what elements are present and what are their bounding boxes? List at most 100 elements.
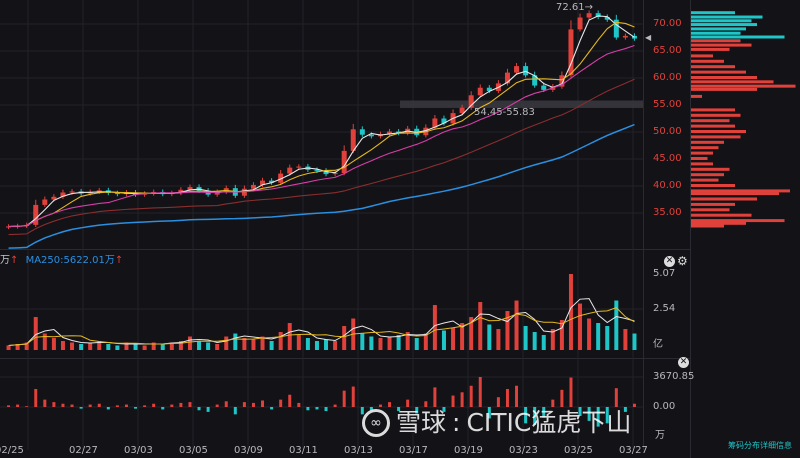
indicator-bar	[197, 407, 201, 411]
indicator-bar	[324, 407, 328, 412]
candle	[523, 66, 529, 76]
indicator-bar	[315, 407, 319, 410]
chip-bar	[691, 94, 702, 98]
close-icon[interactable]: ✕	[664, 256, 675, 267]
volume-bar	[60, 341, 65, 350]
indicator-bar	[124, 404, 128, 407]
candle	[595, 13, 601, 17]
gear-icon[interactable]: ⚙	[677, 254, 688, 268]
chip-bar	[691, 213, 752, 217]
candle	[269, 180, 275, 183]
candle	[296, 166, 302, 168]
volume-bar	[287, 323, 292, 350]
moving-average-line	[8, 21, 635, 228]
volume-bar	[97, 341, 102, 350]
volume-bar	[541, 335, 546, 350]
date-tick: 03/13	[344, 445, 373, 456]
chip-bar	[691, 173, 724, 177]
volume-bar	[550, 329, 555, 350]
indicator-bar	[270, 407, 274, 410]
candle	[486, 87, 492, 91]
volume-bar	[360, 333, 365, 350]
volume-bar	[587, 318, 592, 350]
chip-bar	[691, 113, 741, 117]
candle	[468, 95, 474, 108]
chip-bar	[691, 35, 785, 39]
indicator-bar	[134, 407, 138, 409]
volume-bar	[532, 332, 537, 350]
indicator-bar	[478, 377, 482, 407]
indicator-bar	[261, 400, 265, 407]
divider	[643, 0, 644, 450]
volume-bar	[278, 332, 283, 350]
ma250-label: MA250:5622.01万	[25, 255, 115, 266]
chip-bar	[691, 87, 757, 91]
moving-average-line	[8, 15, 635, 228]
indicator-bar	[143, 405, 147, 407]
indicator-bar	[515, 385, 519, 407]
price-axis-tick: 50.00	[653, 126, 682, 137]
indicator-bar	[188, 402, 192, 407]
indicator-bar	[632, 403, 636, 407]
chip-bar	[691, 197, 757, 201]
candle	[396, 131, 402, 134]
volume-bar	[514, 300, 519, 350]
indicator-bar	[79, 407, 83, 409]
indicator-bar	[378, 404, 382, 407]
volume-axis-mid: 2.54	[653, 303, 676, 314]
candle	[622, 35, 628, 38]
volume-bar	[206, 342, 211, 350]
chip-bar	[691, 31, 741, 35]
volume-bar	[432, 305, 437, 350]
chip-bar	[691, 70, 746, 74]
candle	[532, 75, 538, 86]
ma-legend: 万↑ MA250:5622.01万↑	[0, 255, 124, 266]
candle	[477, 87, 483, 96]
chip-bar	[691, 184, 735, 187]
indicator-bar	[52, 402, 56, 407]
indicator-bar	[215, 404, 219, 407]
price-axis-tick: 60.00	[653, 72, 682, 83]
volume-bar	[396, 335, 401, 350]
chip-bar	[691, 80, 774, 84]
chip-bar	[691, 39, 741, 43]
indicator-bar	[279, 399, 283, 407]
indicator-bar	[152, 403, 156, 407]
candle	[559, 75, 565, 87]
candle	[604, 16, 610, 20]
volume-bar	[6, 345, 11, 350]
candle	[178, 189, 184, 194]
volume-bar	[623, 329, 628, 350]
indicator-bar	[587, 407, 591, 421]
indicator-bar	[533, 407, 537, 425]
volume-bar	[151, 342, 156, 350]
candle	[250, 184, 256, 189]
volume-bar	[487, 324, 492, 350]
candle	[341, 150, 347, 174]
date-tick: 03/17	[399, 445, 428, 456]
chip-bar	[691, 208, 730, 212]
indicator-bar	[115, 405, 119, 407]
volume-bar	[88, 342, 93, 350]
indicator-bar	[297, 402, 301, 407]
date-tick: 03/11	[289, 445, 318, 456]
volume-bar	[224, 336, 229, 350]
volume-axis-top: 5.07	[653, 268, 676, 279]
indicator-bar	[251, 402, 255, 407]
candle	[586, 13, 592, 18]
divider	[0, 358, 690, 359]
indicator-bar	[25, 406, 29, 407]
indicator-bar	[179, 402, 183, 407]
indicator-bar	[415, 407, 419, 414]
indicator-bar	[342, 390, 346, 407]
last-price-marker: ◀	[645, 33, 652, 42]
chip-distribution-link[interactable]: 筹码分布详细信息	[728, 441, 792, 450]
indicator-bar	[106, 407, 110, 410]
volume-bar	[233, 333, 238, 350]
volume-bar	[197, 341, 202, 350]
close-icon[interactable]: ✕	[678, 357, 689, 368]
candle	[368, 134, 374, 137]
chip-bar	[691, 19, 752, 23]
indicator-bar	[206, 407, 210, 412]
